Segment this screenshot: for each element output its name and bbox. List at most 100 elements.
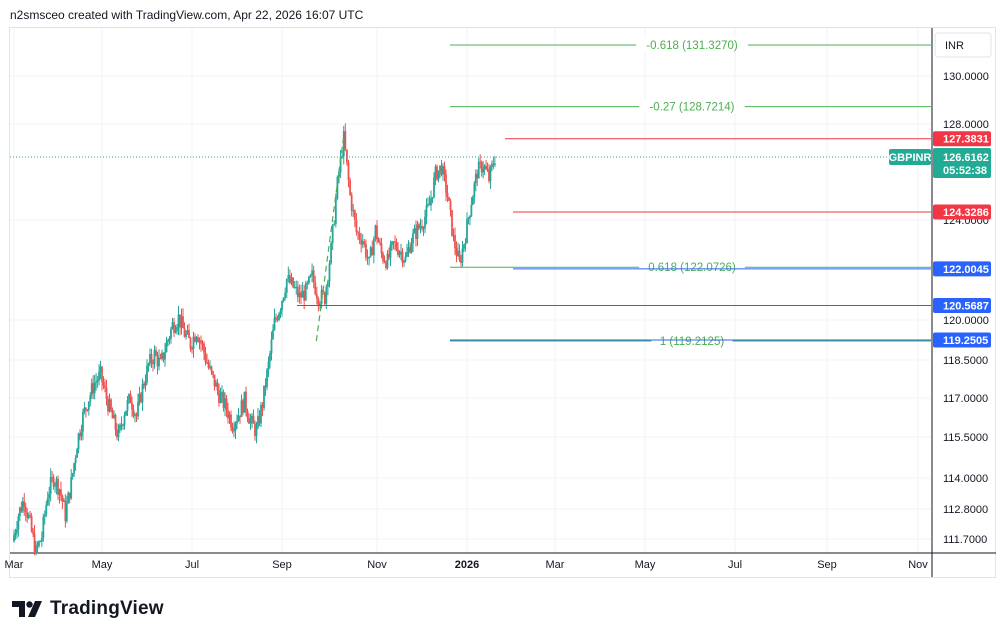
candle-body [266,369,268,388]
time-axis-label: May [92,559,113,571]
candle [188,323,190,339]
candle-body [437,170,440,180]
time-axis-label: Nov [367,559,387,571]
candle [477,158,480,179]
candle [131,396,133,418]
candle-body [168,338,171,341]
candle [413,224,416,234]
candle [266,368,268,391]
candle-body [469,215,471,219]
currency-button[interactable]: INR [934,32,992,58]
time-axis-label: Jul [185,559,199,571]
candle-body [263,385,265,408]
candle [248,413,250,424]
candle-body [424,216,426,229]
candle-body [347,162,350,181]
candle-body [493,163,496,166]
candle [380,237,383,259]
candle-body [29,515,32,517]
candle [293,281,296,289]
candle [431,196,434,204]
candle-body [398,251,401,256]
candle [372,236,375,264]
candle-body [336,176,339,199]
candle-body [93,382,96,394]
candle-body [26,512,29,518]
candle [237,407,240,422]
tradingview-logo-icon [12,601,42,617]
candle-body [82,411,84,432]
candle-body [339,156,342,173]
candle [491,160,493,172]
time-axis-label: May [635,559,656,571]
candle-body [233,430,235,432]
fib-level-label: 1 (119.2125) [660,336,725,348]
candle-body [372,238,375,256]
candle [21,497,24,514]
candle [492,156,495,170]
candle-body [309,275,312,277]
time-axis-label: Mar [5,559,24,571]
candle [206,353,208,365]
candle-body [237,415,240,421]
candle [57,475,59,500]
candle [70,469,73,500]
candle-body [371,247,374,256]
candle [147,362,150,372]
tradingview-logo[interactable]: TradingView [12,598,164,620]
candle-body [287,275,290,280]
candle-body [333,223,336,225]
candle-body [122,425,124,427]
candle [203,341,205,360]
candle [339,149,342,179]
candle-body [483,166,486,169]
candle-body [33,533,36,554]
candle [366,249,369,265]
candle [470,197,473,218]
candle-body [365,243,367,258]
candle-body [216,382,219,391]
candle [437,170,440,183]
candle [79,429,81,441]
candle [421,219,423,232]
candle-body [48,493,51,499]
candle-body [480,162,483,173]
candle-body [49,477,52,494]
candle [234,421,237,440]
candle-body [182,316,184,329]
fib-extension: -0.618 (131.3270) -0.27 (128.7214) 0.618 (… [450,38,931,348]
candle-body [67,492,70,504]
candle-body [300,292,302,298]
candle-body [457,250,459,256]
candle-body [449,200,452,211]
candle [213,374,216,391]
candle [65,495,68,524]
candle-body [213,374,216,387]
candle-body [284,292,287,298]
candle [153,345,156,369]
candle-body [293,286,296,288]
candle [219,387,222,404]
candle-body [416,224,419,240]
candle [464,238,467,252]
candle-body [104,385,106,388]
candle-body [374,225,377,239]
candle-body [358,232,361,240]
candle [410,237,413,254]
candle [141,378,144,412]
candle-body [278,313,280,320]
candle-body [221,392,223,395]
candle-body [252,415,255,424]
candle-body [36,544,39,547]
candle [457,242,459,257]
candle-body [207,363,210,368]
candle [488,164,490,184]
candle [52,474,55,490]
candle [49,468,52,502]
candle [108,393,111,413]
candle-body [23,501,26,507]
chart-attribution: n2smsceo created with TradingView.com, A… [10,8,364,22]
candle [36,541,39,554]
candle-body [249,420,252,424]
